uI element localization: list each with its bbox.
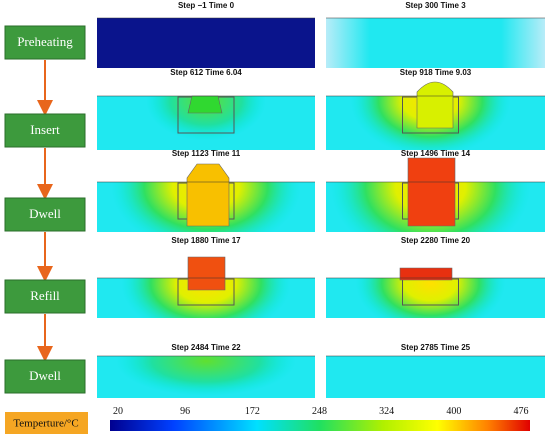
colorbar-tick-label: 172 <box>245 406 260 417</box>
tool <box>407 157 456 227</box>
panel <box>97 163 315 232</box>
panel <box>97 355 315 398</box>
colorbar-tick-label: 248 <box>312 406 327 417</box>
panel-bg <box>326 356 545 398</box>
panel-title: Step 918 Time 9.03 <box>400 68 472 77</box>
panel <box>97 95 315 150</box>
colorbar <box>110 420 530 431</box>
stage-box <box>4 279 86 314</box>
panel-title: Step 2484 Time 22 <box>171 343 241 352</box>
panel-bg <box>97 18 315 68</box>
panel-title: Step 300 Time 3 <box>405 1 466 10</box>
colorbar-tick-label: 476 <box>514 406 529 417</box>
panel-bg <box>326 18 545 68</box>
tool <box>187 95 223 114</box>
stage-box <box>4 359 86 394</box>
panel-title: Step −1 Time 0 <box>178 1 235 10</box>
heat-zone <box>116 356 296 396</box>
stage-label: Dwell <box>29 368 61 383</box>
tool <box>416 81 454 129</box>
stage-label: Preheating <box>17 34 73 49</box>
panel-title: Step 612 Time 6.04 <box>170 68 242 77</box>
panel-title: Step 1496 Time 14 <box>401 149 471 158</box>
colorbar-label: Temperture/°C <box>13 418 78 430</box>
colorbar-tick-label: 96 <box>180 406 190 417</box>
panel <box>326 81 545 150</box>
tool <box>187 256 226 291</box>
panel-title: Step 2280 Time 20 <box>401 236 471 245</box>
panel-title: Step 2785 Time 25 <box>401 343 471 352</box>
panel <box>326 157 545 232</box>
panel <box>326 267 545 318</box>
tool <box>186 163 230 227</box>
colorbar-tick-label: 324 <box>379 406 394 417</box>
colorbar-tick-label: 20 <box>113 406 123 417</box>
panel-title: Step 1123 Time 11 <box>172 149 241 158</box>
stage-box <box>4 25 86 60</box>
colorbar-label-box <box>5 412 88 434</box>
heat-zone <box>121 278 291 318</box>
tool <box>399 267 453 281</box>
stage-box <box>4 197 86 232</box>
panel <box>326 17 545 68</box>
panel-title: Step 1880 Time 17 <box>171 236 241 245</box>
stage-label: Dwell <box>29 206 61 221</box>
stage-label: Insert <box>30 122 60 137</box>
heat-zone <box>355 278 506 318</box>
colorbar-tick-label: 400 <box>446 406 461 417</box>
heat-zone <box>146 96 266 141</box>
panel <box>97 17 315 68</box>
stage-label: Refill <box>30 288 60 303</box>
panel <box>326 355 545 398</box>
stage-box <box>4 113 86 148</box>
panel <box>97 256 315 318</box>
